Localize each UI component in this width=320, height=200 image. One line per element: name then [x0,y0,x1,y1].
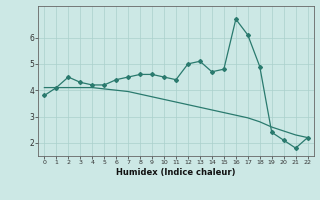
X-axis label: Humidex (Indice chaleur): Humidex (Indice chaleur) [116,168,236,177]
